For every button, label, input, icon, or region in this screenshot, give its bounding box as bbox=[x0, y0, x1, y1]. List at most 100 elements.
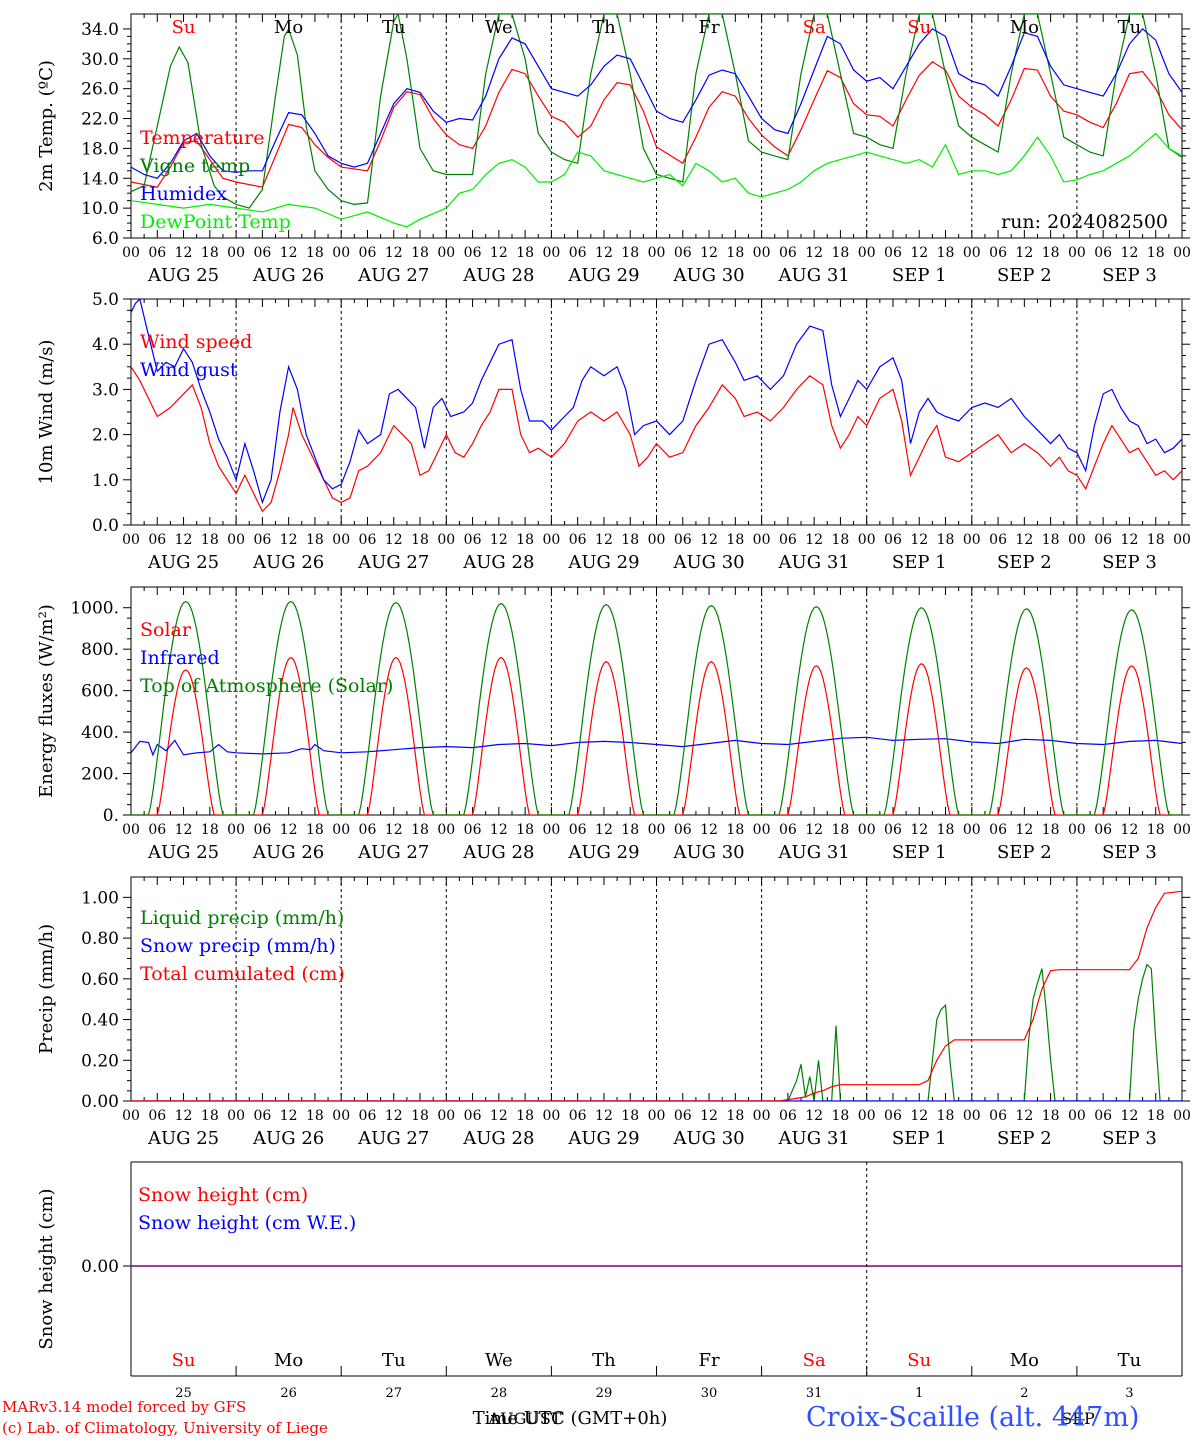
x-hour-label: 06 bbox=[674, 1108, 692, 1124]
weekday-label: Mo bbox=[1010, 1350, 1039, 1371]
station-label: Croix-Scaille (alt. 447m) bbox=[806, 1402, 1140, 1433]
y-tick-label: 34.0 bbox=[81, 20, 119, 40]
x-hour-label: 18 bbox=[201, 532, 219, 548]
x-date-label: AUG 27 bbox=[357, 842, 429, 863]
x-hour-label: 00 bbox=[332, 1108, 350, 1124]
x-hour-label: 12 bbox=[490, 245, 508, 261]
x-hour-label: 12 bbox=[910, 245, 928, 261]
x-hour-label: 06 bbox=[884, 245, 902, 261]
series-line bbox=[131, 600, 1182, 815]
x-hour-label: 00 bbox=[437, 245, 455, 261]
y-axis-label: 10m Wind (m/s) bbox=[36, 340, 57, 485]
x-hour-label: 06 bbox=[779, 1108, 797, 1124]
x-hour-label: 06 bbox=[1094, 1108, 1112, 1124]
x-hour-label: 18 bbox=[1042, 822, 1060, 838]
x-hour-label: 12 bbox=[175, 245, 193, 261]
x-hour-label: 18 bbox=[201, 1108, 219, 1124]
x-hour-label: 18 bbox=[306, 822, 324, 838]
x-hour-label: 18 bbox=[1042, 532, 1060, 548]
x-date-label: AUG 26 bbox=[252, 552, 324, 573]
x-hour-label: 12 bbox=[700, 245, 718, 261]
x-date-label: AUG 29 bbox=[567, 842, 639, 863]
legend-entry: Top of Atmosphere (Solar) bbox=[140, 675, 393, 697]
x-date-label: SEP 2 bbox=[997, 1128, 1052, 1149]
legend-entry: DewPoint Temp bbox=[140, 211, 291, 233]
y-tick-label: 0. bbox=[103, 806, 119, 826]
y-tick-label: 26.0 bbox=[81, 80, 119, 100]
panel-wind: 0.0 1.0 2.0 3.0 4.0 5.0 00 06 12 18 00 06 12 18 00 06 12… bbox=[36, 290, 1191, 573]
legend-entry: Vigne temp bbox=[139, 155, 250, 177]
y-tick-label: 0.00 bbox=[81, 1092, 119, 1112]
x-hour-label: 00 bbox=[1068, 245, 1086, 261]
y-tick-label: 5.0 bbox=[92, 290, 119, 310]
x-hour-label: 12 bbox=[1121, 822, 1139, 838]
y-tick-label: 0.60 bbox=[81, 970, 119, 990]
series-line bbox=[131, 132, 1182, 228]
weekday-label: We bbox=[485, 1350, 513, 1371]
x-hour-label: 06 bbox=[674, 822, 692, 838]
x-hour-label: 18 bbox=[621, 822, 639, 838]
x-hour-label: 12 bbox=[910, 532, 928, 548]
model-credit: MARv3.14 model forced by GFS bbox=[2, 1398, 247, 1416]
x-hour-label: 00 bbox=[963, 532, 981, 548]
day-number-label: 3 bbox=[1125, 1386, 1133, 1401]
x-hour-label: 18 bbox=[726, 822, 744, 838]
x-hour-label: 18 bbox=[937, 532, 955, 548]
y-axis-label: Energy fluxes (W/m²) bbox=[36, 604, 57, 798]
x-hour-label: 18 bbox=[516, 822, 534, 838]
x-hour-label: 18 bbox=[726, 245, 744, 261]
x-hour-label: 18 bbox=[411, 1108, 429, 1124]
x-date-label: AUG 30 bbox=[672, 842, 744, 863]
legend-entry: Snow precip (mm/h) bbox=[140, 935, 336, 957]
x-hour-label: 18 bbox=[516, 1108, 534, 1124]
x-date-label: AUG 26 bbox=[252, 265, 324, 286]
x-hour-label: 06 bbox=[884, 1108, 902, 1124]
weekday-label: Su bbox=[172, 1350, 196, 1371]
x-hour-label: 00 bbox=[1173, 532, 1191, 548]
day-number-label: 2 bbox=[1020, 1386, 1028, 1401]
x-date-label: AUG 28 bbox=[462, 842, 534, 863]
y-tick-label: 0.40 bbox=[81, 1011, 119, 1031]
legend-entry: Temperature bbox=[140, 127, 264, 149]
x-hour-label: 00 bbox=[1173, 822, 1191, 838]
x-hour-label: 00 bbox=[963, 822, 981, 838]
x-hour-label: 12 bbox=[280, 1108, 298, 1124]
legend-entry: Snow height (cm W.E.) bbox=[138, 1212, 356, 1234]
x-date-label: AUG 25 bbox=[147, 842, 219, 863]
x-hour-label: 18 bbox=[306, 532, 324, 548]
x-hour-label: 06 bbox=[989, 245, 1007, 261]
x-hour-label: 06 bbox=[464, 822, 482, 838]
weekday-label: Tu bbox=[382, 1350, 406, 1371]
x-date-label: AUG 28 bbox=[462, 1128, 534, 1149]
month-label-aug: AUGUST bbox=[488, 1409, 562, 1428]
x-hour-label: 12 bbox=[175, 822, 193, 838]
weekday-label: Sa bbox=[803, 17, 826, 38]
x-hour-label: 00 bbox=[122, 822, 140, 838]
x-hour-label: 18 bbox=[937, 1108, 955, 1124]
weekday-label: Su bbox=[907, 1350, 931, 1371]
y-tick-label: 600. bbox=[81, 682, 119, 702]
x-hour-label: 18 bbox=[621, 1108, 639, 1124]
x-hour-label: 00 bbox=[1068, 532, 1086, 548]
y-tick-label: 14.0 bbox=[81, 169, 119, 189]
x-hour-label: 00 bbox=[542, 1108, 560, 1124]
x-hour-label: 00 bbox=[542, 822, 560, 838]
panel-temperature: 6.0 10.0 14.0 18.0 22.0 26.0 30.0 34.0 00 06 12 18 0… bbox=[36, 13, 1191, 286]
x-hour-label: 12 bbox=[385, 245, 403, 261]
x-hour-label: 18 bbox=[201, 245, 219, 261]
x-hour-label: 18 bbox=[832, 1108, 850, 1124]
weekday-label: Tu bbox=[1118, 1350, 1142, 1371]
x-hour-label: 12 bbox=[1015, 822, 1033, 838]
x-hour-label: 18 bbox=[832, 822, 850, 838]
x-hour-label: 00 bbox=[122, 1108, 140, 1124]
x-date-label: AUG 31 bbox=[778, 1128, 850, 1149]
y-tick-label: 0.80 bbox=[81, 929, 119, 949]
x-hour-label: 00 bbox=[437, 532, 455, 548]
x-hour-label: 06 bbox=[884, 822, 902, 838]
legend-entry: Wind gust bbox=[140, 359, 238, 381]
x-hour-label: 18 bbox=[1042, 245, 1060, 261]
x-hour-label: 06 bbox=[148, 532, 166, 548]
x-date-label: SEP 2 bbox=[997, 265, 1052, 286]
weekday-label: Tu bbox=[382, 17, 406, 38]
x-hour-label: 00 bbox=[1173, 1108, 1191, 1124]
